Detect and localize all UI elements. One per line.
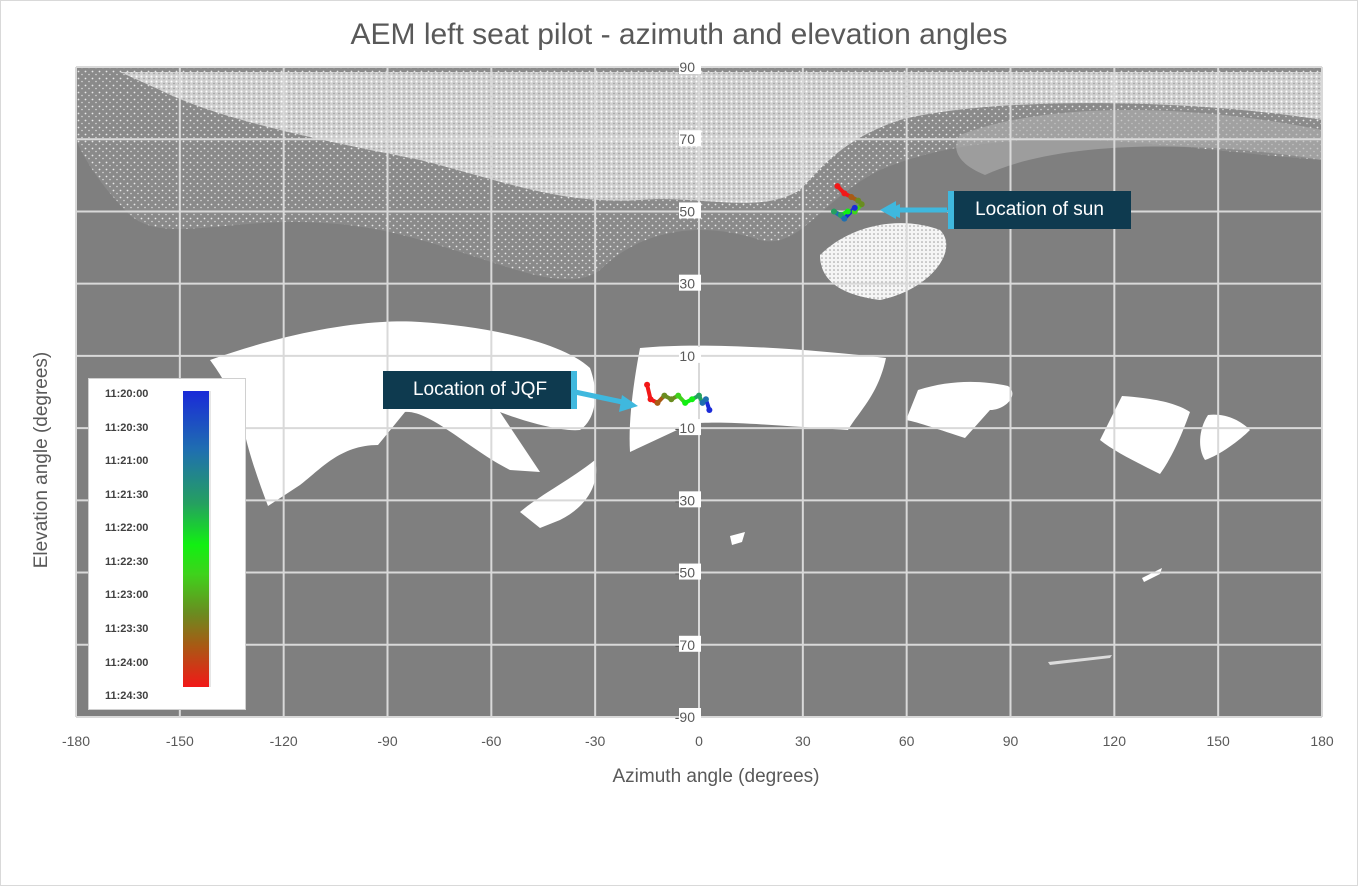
colorbar-label: 11:20:00 xyxy=(105,388,149,400)
sun-arrow-head xyxy=(880,201,896,219)
track-point xyxy=(851,204,858,211)
x-tick-label: 30 xyxy=(795,733,811,749)
data-tracks xyxy=(644,183,865,414)
y-tick-bg xyxy=(679,58,701,74)
colorbar-label: 11:20:30 xyxy=(105,422,149,434)
track-point xyxy=(858,201,865,208)
annotation-jqf: Location of JQF xyxy=(383,371,577,409)
y-tick-label: -10 xyxy=(675,420,695,436)
colorbar-label: 11:23:30 xyxy=(105,623,149,635)
colorbar-label: 11:22:30 xyxy=(105,556,149,568)
track-point xyxy=(696,392,702,399)
colorbar-label: 11:22:00 xyxy=(105,522,149,534)
y-tick-label: 30 xyxy=(679,276,695,292)
x-axis-title: Azimuth angle (degrees) xyxy=(612,766,820,787)
small-streak-2 xyxy=(1142,568,1162,582)
right-window-3 xyxy=(1200,414,1250,460)
x-tick-label: 180 xyxy=(1310,733,1334,749)
x-tick-label: -150 xyxy=(166,733,194,749)
x-tick-label: -60 xyxy=(481,733,501,749)
annotation-sun: Location of sun xyxy=(948,191,1131,229)
y-tick-bg xyxy=(679,708,701,724)
y-tick-bg xyxy=(679,346,701,363)
track-point xyxy=(841,215,848,222)
y-axis-title: Elevation angle (degrees) xyxy=(31,351,52,569)
track-point xyxy=(647,396,654,403)
y-tick-bg xyxy=(679,563,701,580)
track-point xyxy=(668,396,675,403)
jqf-arrow-head xyxy=(619,395,638,412)
track-point xyxy=(661,392,668,399)
right-window-1 xyxy=(906,381,1013,438)
track-point xyxy=(654,399,661,406)
y-tick-bg xyxy=(679,130,701,147)
colorbar-label: 11:24:00 xyxy=(105,657,149,669)
small-streak xyxy=(1048,655,1112,665)
annotation-sun-text: Location of sun xyxy=(975,199,1104,220)
track-point xyxy=(706,407,713,414)
right-window-2 xyxy=(1100,396,1190,474)
center-window xyxy=(629,345,886,452)
y-tick-bg xyxy=(679,419,701,436)
x-tick-label: 60 xyxy=(899,733,915,749)
y-tick-bg xyxy=(679,202,701,219)
colorbar-gradient xyxy=(183,391,209,687)
y-tick-bg xyxy=(679,635,701,652)
canopy-patch xyxy=(820,223,947,300)
y-tick-label: 50 xyxy=(679,203,695,219)
y-tick-label: -30 xyxy=(675,492,695,508)
colorbar-legend: 11:20:00 11:20:30 11:21:00 11:21:30 11:2… xyxy=(88,378,246,710)
small-patch xyxy=(730,532,745,545)
x-tick-label: 0 xyxy=(695,733,703,749)
track-point xyxy=(830,208,837,215)
y-tick-label: -50 xyxy=(675,565,695,581)
track-point xyxy=(844,208,851,215)
y-tick-label: -70 xyxy=(675,637,695,653)
track-point xyxy=(689,396,696,403)
track-point xyxy=(834,183,841,190)
y-tick-label: -90 xyxy=(675,709,695,725)
panel-arc xyxy=(956,110,1322,175)
track-point xyxy=(644,381,651,388)
y-tick-label: 70 xyxy=(679,131,695,147)
track-point xyxy=(841,190,848,197)
x-tick-label: 90 xyxy=(1003,733,1019,749)
x-tick-label: -90 xyxy=(377,733,397,749)
x-tick-label: 150 xyxy=(1206,733,1230,749)
y-tick-labels: 90 70 50 30 10 -10 -30 -50 -70 -90 xyxy=(675,58,701,725)
track-point xyxy=(682,399,689,406)
colorbar-label: 11:24:30 xyxy=(105,690,149,702)
colorbar-label: 11:21:00 xyxy=(105,455,149,467)
colorbar-label: 11:23:00 xyxy=(105,589,149,601)
y-tick-label: 90 xyxy=(679,59,695,75)
left-window xyxy=(210,321,596,506)
x-tick-labels: -180 -150 -120 -90 -60 -30 0 30 60 90 120 150 180 xyxy=(62,733,1334,749)
lower-patch xyxy=(520,460,597,528)
chart-title: AEM left seat pilot - azimuth and elevat… xyxy=(350,18,1008,51)
annotation-jqf-text: Location of JQF xyxy=(412,379,548,400)
track-point xyxy=(848,194,855,200)
y-tick-bg xyxy=(679,274,701,291)
track-point xyxy=(675,392,682,399)
x-tick-label: -120 xyxy=(270,733,298,749)
x-tick-label: 120 xyxy=(1103,733,1127,749)
y-tick-label: 10 xyxy=(679,348,695,364)
colorbar-label: 11:21:30 xyxy=(105,489,149,501)
sky-cloud xyxy=(120,72,1322,203)
track-point xyxy=(702,396,709,403)
x-tick-label: -30 xyxy=(585,733,605,749)
x-tick-label: -180 xyxy=(62,733,90,749)
y-tick-bg xyxy=(679,491,701,508)
jqf-arrow-shaft xyxy=(574,389,628,406)
